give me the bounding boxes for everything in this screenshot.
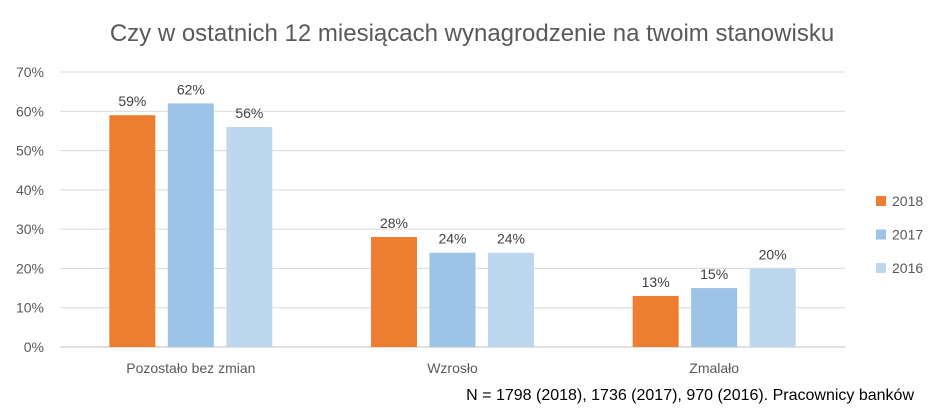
x-tick-label: Zmalało — [689, 360, 739, 376]
legend-swatch — [876, 263, 886, 273]
x-tick-label: Pozostało bez zmian — [126, 360, 255, 376]
bar — [488, 252, 534, 347]
y-tick-label: 60% — [16, 103, 44, 119]
data-label: 24% — [438, 231, 466, 247]
bar — [109, 115, 156, 347]
y-tick-label: 70% — [16, 64, 44, 80]
data-label: 13% — [642, 274, 670, 290]
data-label: 28% — [380, 215, 408, 231]
legend-label: 2017 — [892, 227, 923, 243]
bar — [226, 127, 273, 347]
data-label: 15% — [700, 266, 728, 282]
x-tick-label: Wzrosło — [427, 360, 478, 376]
bar — [691, 288, 738, 347]
footnote: N = 1798 (2018), 1736 (2017), 970 (2016)… — [466, 387, 914, 404]
legend-label: 2016 — [892, 260, 923, 276]
data-label: 56% — [235, 105, 263, 121]
data-labels: 59% 62% 56% 28% 24% 24% 13% 15% 20% — [118, 81, 786, 289]
y-axis: 0% 10% 20% 30% 40% 50% 60% 70% — [16, 64, 44, 355]
y-tick-label: 50% — [16, 143, 44, 159]
y-tick-label: 40% — [16, 182, 44, 198]
bars — [109, 103, 796, 347]
bar — [167, 103, 214, 347]
data-label: 59% — [118, 93, 146, 109]
x-axis: Pozostało bez zmian Wzrosło Zmalało — [126, 360, 739, 376]
legend: 2018 2017 2016 — [876, 193, 923, 276]
data-label: 24% — [497, 231, 525, 247]
legend-swatch — [876, 196, 886, 206]
bar — [429, 252, 476, 347]
y-tick-label: 10% — [16, 300, 44, 316]
bar — [371, 237, 417, 347]
bar — [749, 268, 796, 347]
chart-title: Czy w ostatnich 12 miesiącach wynagrodze… — [110, 20, 834, 47]
data-label: 20% — [759, 246, 787, 262]
legend-label: 2018 — [892, 193, 923, 209]
y-tick-label: 30% — [16, 221, 44, 237]
y-tick-label: 20% — [16, 260, 44, 276]
y-tick-label: 0% — [24, 339, 44, 355]
legend-swatch — [876, 229, 886, 240]
bar — [632, 295, 679, 347]
data-label: 62% — [177, 81, 205, 97]
